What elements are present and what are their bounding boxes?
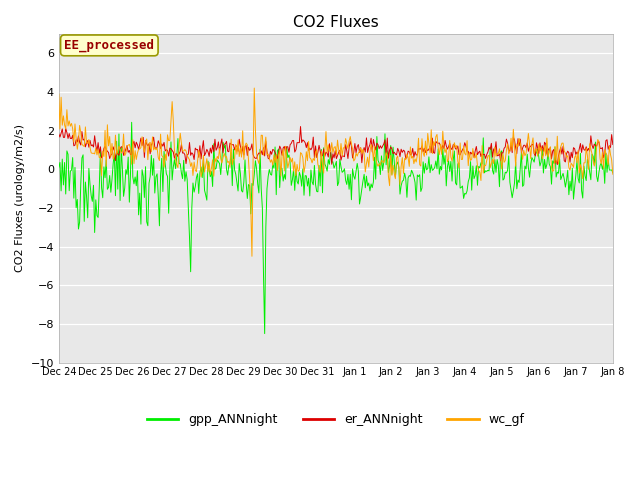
Legend: gpp_ANNnight, er_ANNnight, wc_gf: gpp_ANNnight, er_ANNnight, wc_gf [142,408,530,432]
Y-axis label: CO2 Fluxes (urology/m2/s): CO2 Fluxes (urology/m2/s) [15,124,25,272]
Title: CO2 Fluxes: CO2 Fluxes [293,15,379,30]
Text: EE_processed: EE_processed [65,39,154,52]
